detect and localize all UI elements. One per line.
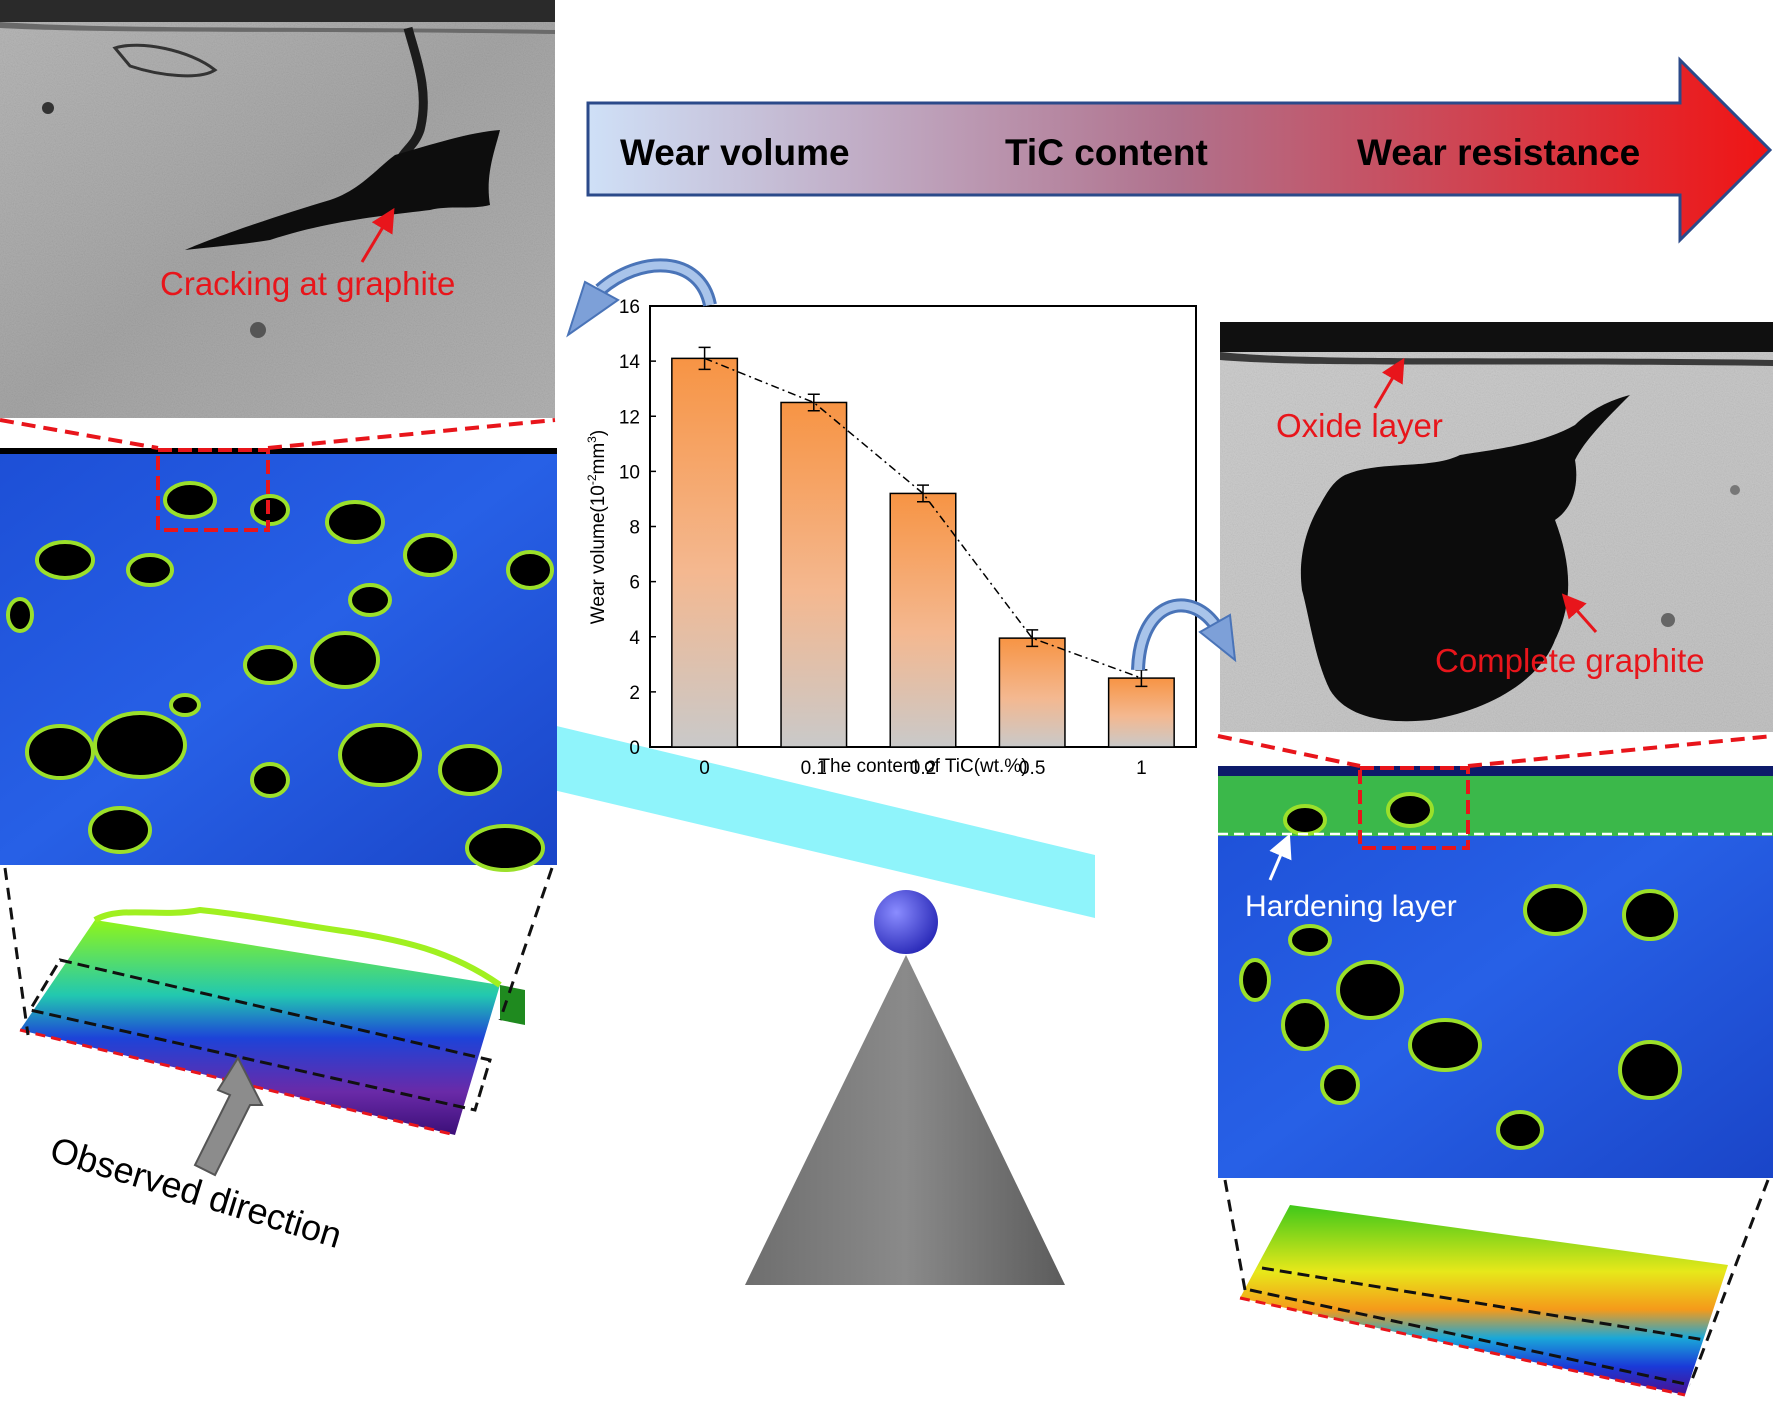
observed-direction-arrow xyxy=(193,1055,264,1177)
chart-y-tick-label: 14 xyxy=(619,352,641,373)
chart-x-tick-label: 0.5 xyxy=(1019,758,1045,779)
cracking-pointer-arrow xyxy=(360,207,395,263)
zoom-connectors-black-left xyxy=(3,867,554,1036)
chart-y-tick-label: 10 xyxy=(619,462,640,483)
chart-bar xyxy=(671,357,739,748)
chart-y-tick-label: 16 xyxy=(619,297,640,318)
surface-profile-3d-left xyxy=(19,906,525,1177)
chart-error-bar xyxy=(1026,629,1039,648)
chart-y-tick-label: 12 xyxy=(619,407,640,428)
ebsd-map-left xyxy=(0,448,557,872)
chart-y-tick-label: 8 xyxy=(629,518,640,539)
hardening-pointer-arrow xyxy=(1268,833,1292,881)
zoom-connectors-red xyxy=(0,418,1773,768)
chart-bar xyxy=(998,637,1066,748)
seesaw xyxy=(490,710,1095,1285)
curved-arrow-left xyxy=(566,258,717,338)
oxide-pointer-arrow xyxy=(1373,357,1405,409)
label-oxide-layer: Oxide layer xyxy=(1276,407,1443,444)
banner-tic-content: TiC content xyxy=(1005,132,1208,173)
chart-x-tick-label: 0.2 xyxy=(910,758,936,779)
chart-bar xyxy=(1107,677,1175,748)
chart-x-tick-label: 0.1 xyxy=(801,758,827,779)
chart-x-tick-label: 0 xyxy=(699,758,710,779)
chart-y-tick-label: 4 xyxy=(629,628,640,649)
sem-image-cracked-graphite xyxy=(0,0,555,418)
sem-image-complete-graphite xyxy=(1220,322,1773,732)
label-complete-graphite: Complete graphite xyxy=(1435,642,1705,679)
chart-x-axis-title: The content of TiC(wt.%) xyxy=(818,756,1027,777)
banner-wear-resistance: Wear resistance xyxy=(1357,132,1640,173)
trend-line xyxy=(704,357,1142,679)
seesaw-ball xyxy=(874,890,938,954)
trend-banner-arrow: Wear volume TiC content Wear resistance xyxy=(586,56,1773,244)
seesaw-fulcrum-cone xyxy=(745,955,1065,1285)
wear-volume-chart: 0 2 4 6 8 10 12 14 16 0 0.1 0.2 0.5 1 The content of… xyxy=(585,297,1197,779)
zoom-region-box-right xyxy=(1358,766,1470,850)
curved-arrow-right xyxy=(1131,598,1237,671)
banner-wear-volume: Wear volume xyxy=(620,132,850,173)
ebsd-map-right xyxy=(1218,766,1773,1178)
chart-y-axis-title: Wear volume(10-2mm3) xyxy=(585,430,609,624)
crack-graphite-shape xyxy=(185,130,500,250)
chart-y-tick-label: 6 xyxy=(629,573,640,594)
chart-y-tick-label: 0 xyxy=(629,738,640,759)
zoom-region-box-left xyxy=(156,448,270,532)
surface-profile-3d-right xyxy=(1239,1205,1728,1397)
label-cracking-at-graphite: Cracking at graphite xyxy=(160,265,455,302)
chart-bar xyxy=(780,401,848,748)
chart-y-tick-label: 2 xyxy=(629,683,640,704)
complete-pointer-arrow xyxy=(1561,593,1598,633)
seesaw-beam xyxy=(490,710,1095,918)
label-hardening-layer: Hardening layer xyxy=(1245,890,1457,923)
chart-x-tick-label: 1 xyxy=(1136,758,1147,779)
complete-graphite-shape xyxy=(1300,395,1630,722)
chart-bar xyxy=(889,492,957,748)
chart-error-bar xyxy=(807,393,820,412)
zoom-connectors-black-right xyxy=(1223,1179,1770,1386)
label-observed-direction: Observed direction xyxy=(46,1128,347,1256)
